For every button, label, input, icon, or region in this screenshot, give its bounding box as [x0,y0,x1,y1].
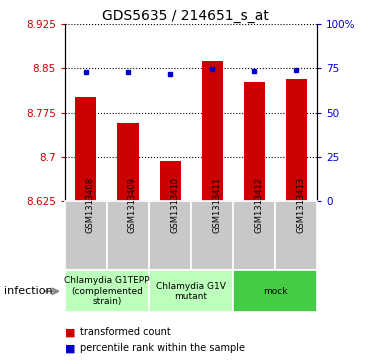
Text: ■: ■ [65,327,75,337]
Bar [75,97,96,201]
Bar [275,201,317,270]
Bar [201,61,223,201]
Text: GSM1313412: GSM1313412 [254,177,263,233]
Text: GDS5635 / 214651_s_at: GDS5635 / 214651_s_at [102,9,269,23]
Text: GSM1313411: GSM1313411 [212,177,221,233]
Text: Chlamydia G1TEPP
(complemented
strain): Chlamydia G1TEPP (complemented strain) [64,276,150,306]
Bar [191,201,233,270]
Text: Chlamydia G1V
mutant: Chlamydia G1V mutant [156,282,226,301]
Bar [286,79,307,201]
Bar [149,201,191,270]
Text: percentile rank within the sample: percentile rank within the sample [80,343,245,354]
Bar [107,201,149,270]
Text: GSM1313410: GSM1313410 [170,177,179,233]
Bar [65,201,107,270]
Bar [65,270,149,312]
Text: mock: mock [263,287,288,296]
Text: GSM1313409: GSM1313409 [128,177,137,233]
Text: transformed count: transformed count [80,327,171,337]
Bar [149,270,233,312]
Bar [244,82,265,201]
Text: GSM1313413: GSM1313413 [296,177,305,233]
Text: GSM1313408: GSM1313408 [86,177,95,233]
Bar [118,123,138,201]
Bar [233,270,317,312]
Text: ■: ■ [65,343,75,354]
Bar [233,201,275,270]
Bar [160,161,181,201]
Text: infection: infection [4,286,52,296]
